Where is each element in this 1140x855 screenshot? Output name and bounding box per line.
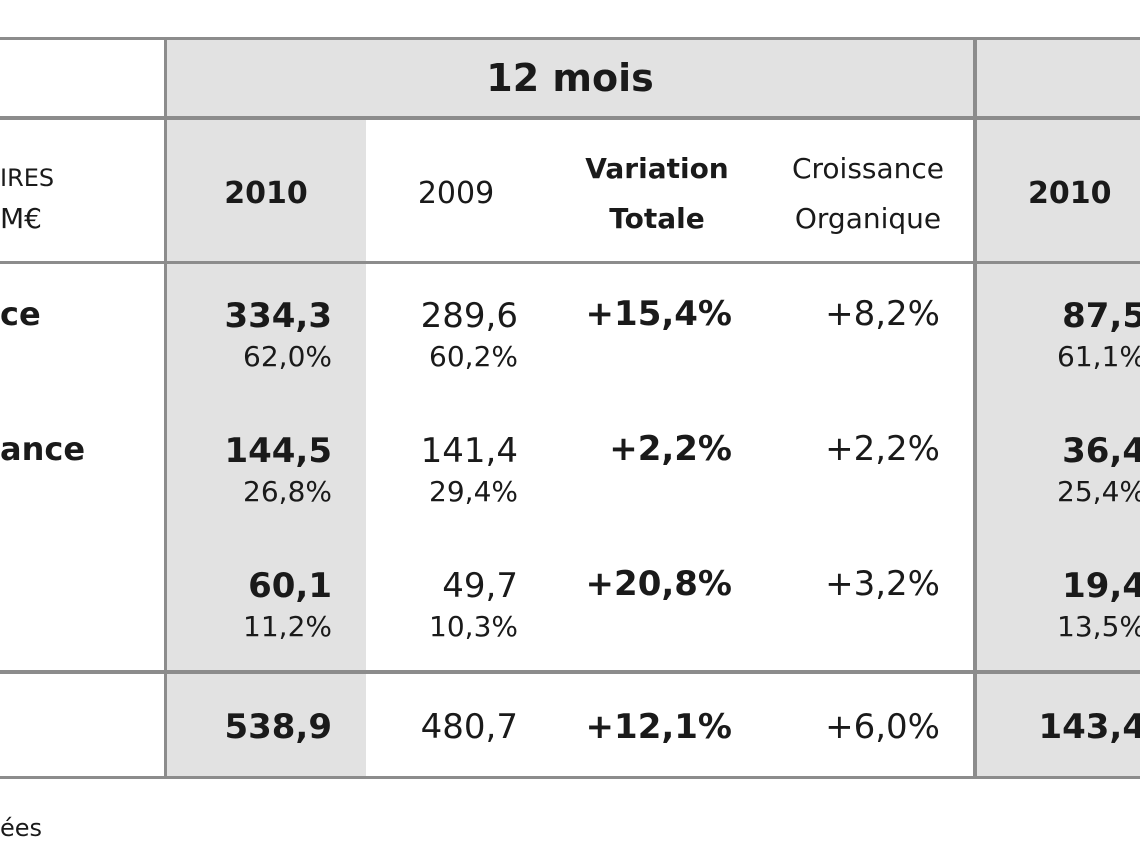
value-2010: 60,1 xyxy=(248,566,332,606)
croissance-value: +2,2% xyxy=(825,429,940,469)
share-2010-q: 13,5% xyxy=(1057,610,1140,643)
rule-bottom xyxy=(0,776,1140,779)
croissance-value: +3,2% xyxy=(825,564,940,604)
column-header-croissance-line2: Organique xyxy=(794,202,942,235)
period-title: 12 mois xyxy=(486,56,654,100)
row-label: ce xyxy=(0,295,41,333)
total-2009: 480,7 xyxy=(420,707,518,747)
rule-header xyxy=(0,116,1140,120)
row-label-header-line1: IRES xyxy=(0,164,55,192)
variation-value: +20,8% xyxy=(585,564,732,604)
share-2010-q: 25,4% xyxy=(1057,475,1140,508)
rule-top xyxy=(0,37,1140,40)
column-header-2010-q: 2010 xyxy=(1028,176,1112,211)
variation-value: +2,2% xyxy=(609,429,732,469)
footnote: ées xyxy=(0,814,43,842)
total-variation: +12,1% xyxy=(585,707,732,747)
share-2009: 10,3% xyxy=(429,610,518,643)
total-2010-q: 143,4 xyxy=(1038,707,1140,747)
column-header-croissance-line1: Croissance xyxy=(791,152,945,185)
share-2010: 11,2% xyxy=(243,610,332,643)
croissance-value: +8,2% xyxy=(825,294,940,334)
share-2009: 29,4% xyxy=(429,475,518,508)
value-2010-q: 19,4 xyxy=(1062,566,1140,606)
row-label-header-line2: M€ xyxy=(0,202,42,235)
value-2010-q: 36,4 xyxy=(1062,431,1140,471)
value-2009: 141,4 xyxy=(420,431,518,471)
total-2010: 538,9 xyxy=(224,707,332,747)
share-2010-q: 61,1% xyxy=(1057,340,1140,373)
value-2009: 289,6 xyxy=(420,296,518,336)
variation-value: +15,4% xyxy=(585,294,732,334)
column-2010-shade xyxy=(166,120,366,778)
share-2009: 60,2% xyxy=(429,340,518,373)
rule-subheader xyxy=(0,261,1140,264)
value-2010-q: 87,5 xyxy=(1062,296,1140,336)
total-croissance: +6,0% xyxy=(825,707,940,747)
rule-total-top xyxy=(0,670,1140,674)
header-band-12-mois xyxy=(166,40,974,118)
column-header-2010: 2010 xyxy=(224,176,308,211)
rule-left xyxy=(164,37,167,779)
rule-right xyxy=(973,37,977,779)
value-2010: 334,3 xyxy=(224,296,332,336)
row-label: ance xyxy=(0,430,86,468)
value-2010: 144,5 xyxy=(224,431,332,471)
column-header-variation-line2: Totale xyxy=(609,202,705,235)
column-header-2009: 2009 xyxy=(417,176,495,211)
column-header-variation-line1: Variation xyxy=(585,152,729,185)
share-2010: 26,8% xyxy=(243,475,332,508)
column-2010-q-shade xyxy=(976,120,1140,778)
value-2009: 49,7 xyxy=(442,566,518,606)
share-2010: 62,0% xyxy=(243,340,332,373)
header-band-right xyxy=(976,40,1140,118)
